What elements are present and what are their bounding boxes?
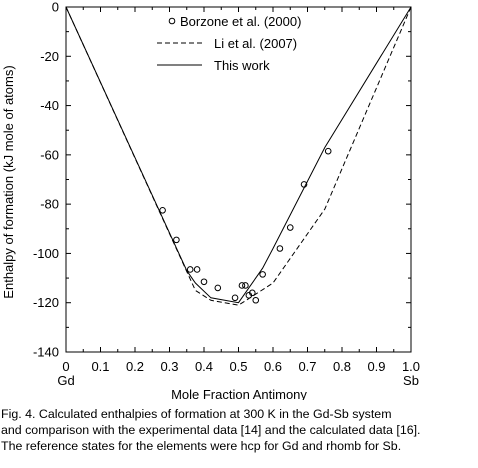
caption-line-3: The reference states for the elements we…	[1, 439, 402, 453]
enthalpy-chart: 0 0.1 0.2 0.3 0.4 0.5 0.6 0.7 0.8 0.9 1.0 0 -20 -40 -6…	[1, 0, 420, 400]
y-tick-label: -120	[33, 295, 59, 310]
x-tick-label: 0.1	[91, 359, 109, 374]
borzone-et-al-2000-point	[231, 294, 239, 302]
x-tick-label: 0.8	[333, 359, 351, 374]
caption-line-1: Fig. 4. Calculated enthalpies of formati…	[1, 407, 392, 421]
borzone-et-al-2000-point	[200, 278, 208, 286]
x-tick-label: 0.4	[195, 359, 213, 374]
borzone-et-al-2000-point	[159, 207, 166, 214]
figure-caption: Fig. 4. Calculated enthalpies of formati…	[1, 406, 477, 454]
borzone-et-al-2000-point	[276, 245, 284, 252]
borzone-et-al-2000-point	[252, 296, 260, 304]
borzone-et-al-2000-point	[214, 284, 222, 292]
y-tick-label: -100	[33, 246, 59, 261]
borzone-et-al-2000-point	[259, 271, 266, 278]
x-end-label-sb: Sb	[403, 373, 419, 388]
y-tick-label: -80	[40, 197, 59, 212]
legend: Borzone et al. (2000) Li et al. (2007) Thi…	[157, 14, 301, 73]
x-tick-label: 0.7	[298, 359, 316, 374]
caption-line-2: and comparison with the experimental dat…	[1, 423, 421, 437]
y-axis-label: Enthalpy of formation (kJ mole of atoms)	[1, 65, 16, 298]
x-tick-label: 1.0	[402, 359, 420, 374]
x-tick-label: 0.6	[264, 359, 282, 374]
x-tick-label: 0.9	[367, 359, 385, 374]
y-tick-label: -20	[40, 49, 59, 64]
borzone-et-al-2000-point	[242, 282, 249, 289]
borzone-et-al-2000-point	[238, 282, 246, 289]
axes: 0 0.1 0.2 0.3 0.4 0.5 0.6 0.7 0.8 0.9 1.0 0 -20 -40 -6…	[33, 0, 420, 374]
borzone-et-al-2000-point	[324, 147, 332, 155]
x-axis-label: Mole Fraction Antimony	[171, 387, 307, 400]
borzone-et-al-2000-point	[249, 289, 256, 297]
series-layer	[65, 6, 412, 306]
y-tick-label: -140	[33, 345, 59, 360]
borzone-et-al-2000-point	[286, 224, 294, 231]
legend-borzone-et-al-2000-marker	[168, 17, 176, 25]
y-tick-label: -40	[40, 98, 59, 113]
x-tick-label: 0.5	[229, 359, 247, 374]
y-tick-label: 0	[52, 0, 59, 15]
borzone-et-al-2000-point	[193, 266, 201, 273]
this-work-line	[65, 6, 412, 304]
x-end-label-gd: Gd	[57, 373, 74, 388]
li-et-al-2007-line	[65, 6, 412, 306]
legend-borzone-et-al-2000-label: Borzone et al. (2000)	[180, 14, 301, 29]
borzone-et-al-2000-point	[186, 266, 194, 273]
x-tick-label: 0	[62, 359, 69, 374]
legend-li-et-al-2007-label: Li et al. (2007)	[214, 36, 297, 51]
legend-this-work-label: This work	[214, 58, 270, 73]
borzone-et-al-2000-point	[173, 236, 180, 244]
x-tick-label: 0.3	[160, 359, 178, 374]
x-tick-label: 0.2	[126, 359, 144, 374]
y-tick-label: -60	[40, 147, 59, 162]
